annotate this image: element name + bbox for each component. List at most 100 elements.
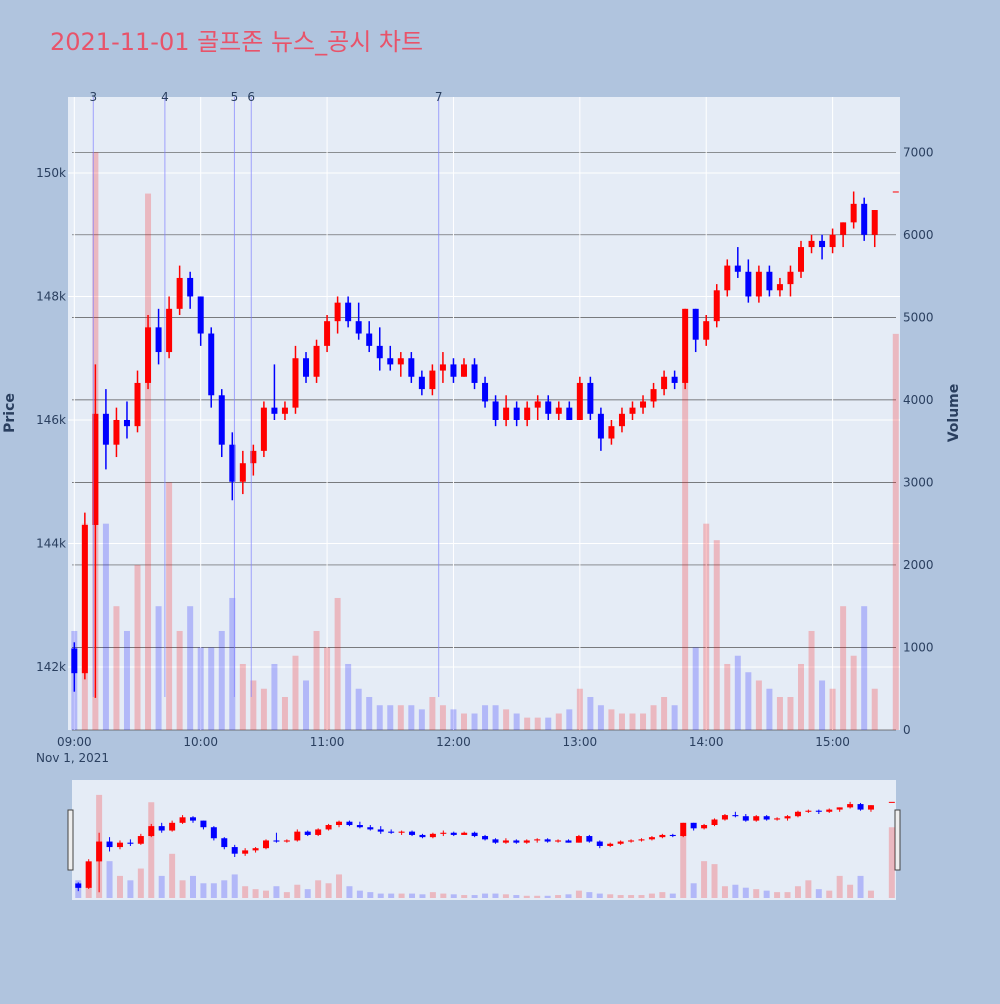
volume-bar: [356, 890, 363, 898]
candle-body: [419, 834, 426, 838]
volume-bar: [576, 688, 583, 730]
candle-body: [471, 364, 478, 383]
candle-body: [690, 822, 697, 829]
candle-body: [840, 222, 847, 235]
candle-body: [861, 203, 868, 235]
volume-bar: [867, 890, 874, 898]
candle-body: [418, 376, 425, 390]
volume-bar: [721, 886, 728, 898]
candle-body: [315, 829, 322, 835]
volume-bar: [734, 655, 741, 730]
candle-body: [805, 810, 812, 812]
candle-body: [682, 308, 689, 383]
volume-bar: [471, 895, 478, 898]
candle-body: [587, 382, 594, 414]
candle-body: [742, 816, 749, 821]
volume-bar: [766, 688, 773, 730]
volume-bar: [742, 887, 749, 898]
candle-body: [75, 883, 82, 888]
volume-bar: [336, 874, 343, 898]
candle-body: [847, 804, 854, 808]
volume-bar: [324, 647, 331, 730]
volume-bar: [732, 884, 739, 898]
volume-bar: [471, 713, 478, 730]
candle-body: [502, 840, 509, 843]
candle-body: [671, 376, 678, 383]
volume-bar: [376, 705, 383, 730]
volume-bar: [682, 366, 689, 730]
volume-bar: [367, 892, 374, 898]
candle-body: [377, 829, 384, 832]
candle-body: [229, 444, 236, 482]
candle-body: [440, 832, 447, 834]
y2-tick-label: 0: [903, 723, 911, 737]
candle-body: [787, 271, 794, 285]
candle-body: [208, 333, 215, 396]
candle-body: [113, 419, 120, 445]
y-axis-title: Price: [2, 393, 18, 433]
volume-bar: [419, 894, 426, 898]
volume-bar: [169, 853, 176, 898]
volume-bar: [482, 705, 489, 730]
slider-handle[interactable]: [67, 809, 74, 871]
volume-bar: [418, 709, 425, 730]
volume-bar: [440, 893, 447, 898]
volume-bar: [408, 705, 415, 730]
candle-body: [534, 839, 541, 841]
volume-bar: [701, 861, 708, 898]
candle-body: [166, 308, 173, 353]
volume-bar: [313, 630, 320, 730]
volume-bar: [650, 705, 657, 730]
volume-bar: [271, 663, 278, 730]
candle-body: [303, 358, 310, 377]
candle-body: [398, 831, 405, 833]
volume-bar: [229, 597, 236, 730]
candle-body: [292, 358, 299, 408]
candle-body: [200, 820, 207, 828]
volume-bar: [544, 895, 551, 898]
candle-body: [408, 358, 415, 377]
volume-bar: [826, 890, 833, 898]
candle-body: [461, 832, 468, 835]
candle-body: [134, 382, 141, 427]
volume-bar: [106, 861, 113, 898]
volume-bar: [638, 895, 645, 898]
volume-bar: [145, 193, 152, 730]
candle-body: [617, 841, 624, 844]
volume-bar: [669, 893, 676, 898]
candle-body: [169, 822, 176, 831]
candle-body: [544, 839, 551, 842]
volume-bar: [857, 875, 864, 898]
candle-body: [732, 815, 739, 817]
volume-bar: [597, 705, 604, 730]
candle-body: [356, 825, 363, 828]
y-tick-label: 144k: [36, 536, 66, 550]
candle-body: [71, 648, 78, 674]
volume-bar: [346, 886, 353, 898]
x-tick-label: 10:00: [183, 735, 218, 749]
candle-body: [597, 413, 604, 439]
candle-body: [808, 240, 815, 248]
volume-bar: [534, 895, 541, 898]
candle-body: [187, 277, 194, 297]
chart-title: 2021-11-01 골프존 뉴스_공시 차트: [50, 28, 423, 56]
candle-body: [596, 841, 603, 846]
candle-body: [784, 816, 791, 819]
candle-body: [231, 847, 238, 854]
volume-bar: [239, 663, 246, 730]
volume-bar: [252, 889, 259, 898]
volume-bar: [325, 883, 332, 898]
slider-handle[interactable]: [894, 809, 901, 871]
candle-body: [721, 815, 728, 820]
y-tick-label: 148k: [36, 289, 66, 303]
x-tick-label: 11:00: [310, 735, 345, 749]
candle-body: [325, 825, 332, 830]
y2-tick-label: 5000: [903, 310, 934, 324]
volume-bar: [713, 540, 720, 730]
volume-bar: [334, 597, 341, 730]
candle-body: [313, 345, 320, 377]
candle-body: [794, 811, 801, 817]
y2-tick-label: 2000: [903, 558, 934, 572]
volume-bar: [176, 630, 183, 730]
volume-bar: [200, 883, 207, 898]
